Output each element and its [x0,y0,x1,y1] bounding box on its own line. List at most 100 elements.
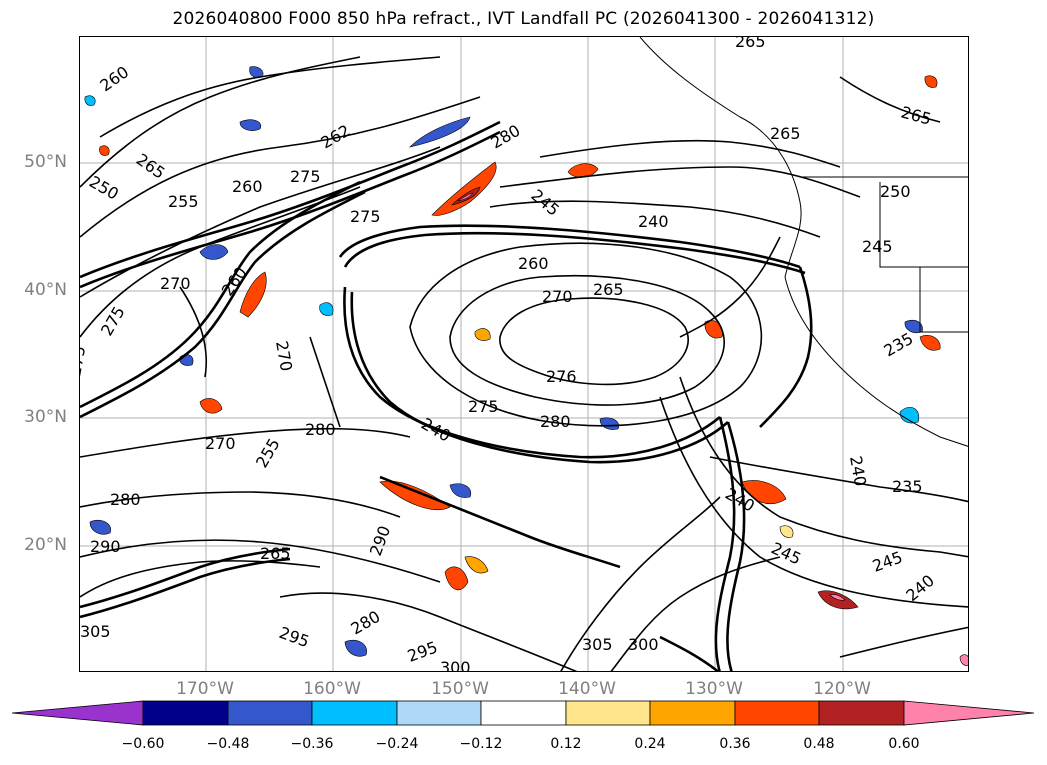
contour-label: 260 [518,254,549,273]
contour-line [499,166,861,198]
contour-line [80,96,481,238]
colorbar-tick: 0.24 [634,736,666,752]
contour-label: 305 [80,622,111,641]
contour-label: 270 [160,274,191,293]
colorbar-tick: −0.12 [459,736,503,752]
contour-line [679,236,781,338]
colorbar-segment [227,700,313,726]
colorbar-segment [142,700,229,726]
colorbar-tick: −0.36 [290,736,334,752]
shade-patch [431,161,497,216]
contour-label: 290 [366,523,394,558]
contour-label: 262 [318,121,354,153]
contour-label: 240 [638,212,669,231]
lat-label-50n: 50°N [24,152,67,172]
lon-label-130w: 130°W [685,679,743,699]
contour-label: 280 [540,412,571,431]
contour-line [309,336,341,428]
colorbar-segment [311,700,398,726]
shade-patch [239,119,262,131]
contour-label: 290 [90,537,121,556]
shade-patch [899,407,920,424]
contour-band [343,231,806,275]
contour-label: 300 [440,658,471,672]
colorbar-tick: −0.24 [375,736,419,752]
contour-label: 265 [735,37,766,51]
colorbar-tick: 0.36 [719,736,751,752]
border-line [879,182,968,268]
contour-line [80,539,441,583]
contour-label: 255 [168,192,199,211]
contour-line [539,139,841,168]
map-title: 2026040800 F000 850 hPa refract., IVT La… [172,9,875,29]
shade-patch [444,566,469,591]
contour-line [409,242,763,427]
contour-label: 280 [110,490,141,509]
colorbar-segment [396,700,482,726]
shade-patch [84,95,96,106]
contour-band [80,547,291,609]
contour-label: 255 [252,435,284,471]
colorbar-segment [565,700,651,726]
contour-label: 270 [542,287,573,306]
colorbar-segment [480,700,567,726]
contour-band [659,635,720,671]
colorbar-tick: −0.48 [206,736,250,752]
shade-patch [779,525,794,538]
contour-label: 275 [80,344,89,377]
map-canvas: 260 265 250 255 260 262 270 275 280 245 … [80,37,968,672]
lon-label-170w: 170°W [176,679,234,699]
contour-line [839,626,968,658]
border-line [919,267,968,333]
shade-patch [379,480,451,510]
shade-patch [449,483,472,498]
contour-label: 270 [205,434,236,453]
contour-band [379,475,621,569]
contour-band [726,421,746,671]
contour-label: 235 [881,329,917,361]
contour-label: 245 [862,237,893,256]
shade-patch [89,519,111,535]
contour-label: 245 [870,547,905,575]
contour-band [80,120,501,279]
contours-thick [80,120,813,671]
shade-patch [924,75,938,88]
contour-line [659,396,968,608]
shade-patch [704,320,723,339]
lat-label-40n: 40°N [24,280,67,300]
contour-band [80,190,366,419]
contour-band [338,224,801,269]
contour-label: 240 [902,571,938,605]
coastline [639,37,802,278]
contour-label: 295 [405,637,440,665]
shade-patch [919,335,941,351]
contour-line [560,496,721,671]
contour-label: 295 [277,623,312,651]
contour-label: 260 [96,62,132,95]
contour-line [839,76,941,123]
contour-label: 245 [527,186,563,220]
colorbar-tick: 0.60 [888,736,920,752]
contour-band [80,180,361,409]
contour-label: 265 [770,124,801,143]
coastline [784,276,968,447]
map-panel[interactable]: 260 265 250 255 260 262 270 275 280 245 … [79,36,969,672]
shade-patch [249,66,264,78]
contour-band [343,286,721,459]
graticule [80,37,968,671]
shade-patch [319,302,334,316]
shading-negative [84,66,923,657]
colorbar-segment [818,700,905,726]
contour-label: 275 [290,167,321,186]
shade-patch [199,244,229,260]
contour-label: 275 [97,303,129,339]
contour-label: 265 [593,280,624,299]
colorbar-tick: −0.60 [121,736,165,752]
colorbar-extend-high [903,700,1035,726]
contour-label: 276 [546,367,577,386]
shade-patch [474,328,491,341]
contour-line [80,56,361,188]
lat-label-30n: 30°N [24,407,67,427]
contour-label: 240 [418,414,454,446]
contour-line [279,592,578,671]
